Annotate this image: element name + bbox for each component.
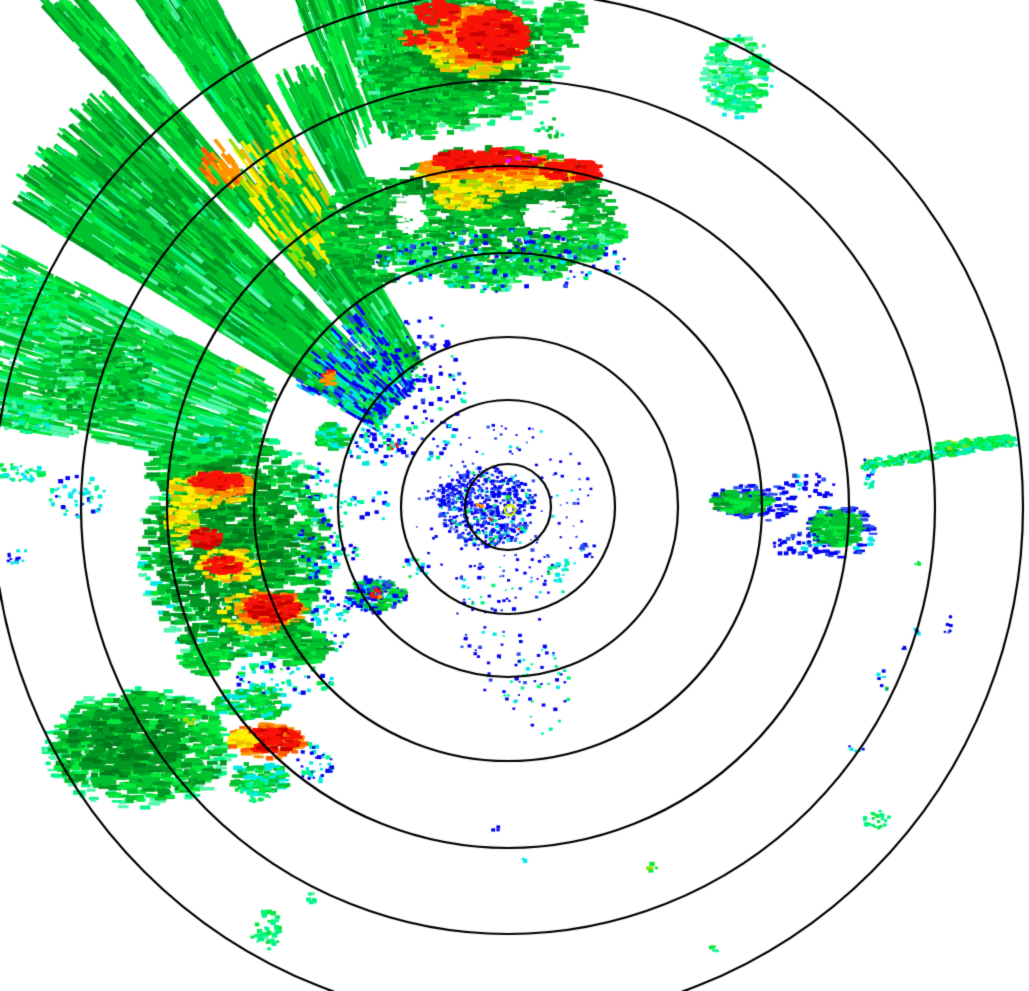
radar-screenshot: [0, 0, 1029, 991]
radar-display: [0, 0, 1029, 991]
